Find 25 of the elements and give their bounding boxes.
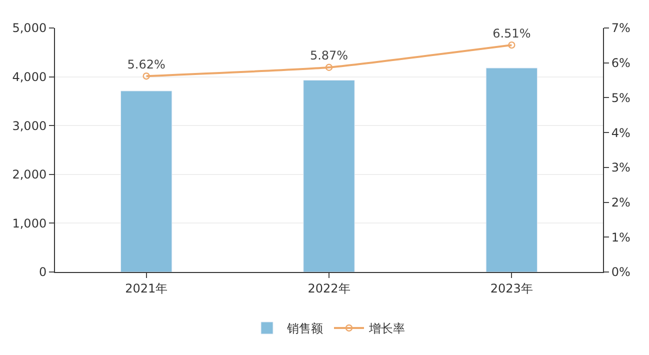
y2-tick-label: 0%: [611, 265, 630, 280]
point: [142, 72, 150, 80]
y-tick-label: 2,000: [12, 168, 47, 182]
data-label: 5.87%: [310, 48, 348, 63]
point: [508, 41, 516, 49]
y2-tick-label: 5%: [611, 90, 630, 105]
x-tick-label: 2023年: [490, 281, 533, 296]
y2-tick-label: 2%: [611, 195, 630, 210]
legend-label: 增长率: [368, 322, 405, 336]
x-tick-label: 2022年: [308, 281, 350, 296]
data-label: 5.62%: [127, 57, 166, 72]
x-tick-label: 2021年: [125, 281, 168, 296]
point: [325, 64, 333, 71]
y2-tick-label: 1%: [611, 230, 630, 244]
data-label: 6.51%: [492, 26, 531, 40]
y-tick-label: 0: [38, 265, 47, 280]
y2-tick-label: 7%: [611, 21, 630, 36]
y-tick-label: 4,000: [12, 70, 47, 84]
y-tick-label: 3,000: [12, 118, 47, 133]
y2-tick-label: 6%: [611, 56, 630, 70]
y-tick-label: 5,000: [12, 21, 47, 36]
y-tick-label: 1,000: [12, 216, 47, 230]
legend-label: 销售额: [286, 322, 323, 336]
y2-tick-label: 3%: [611, 160, 630, 175]
y2-tick-label: 4%: [611, 126, 630, 140]
